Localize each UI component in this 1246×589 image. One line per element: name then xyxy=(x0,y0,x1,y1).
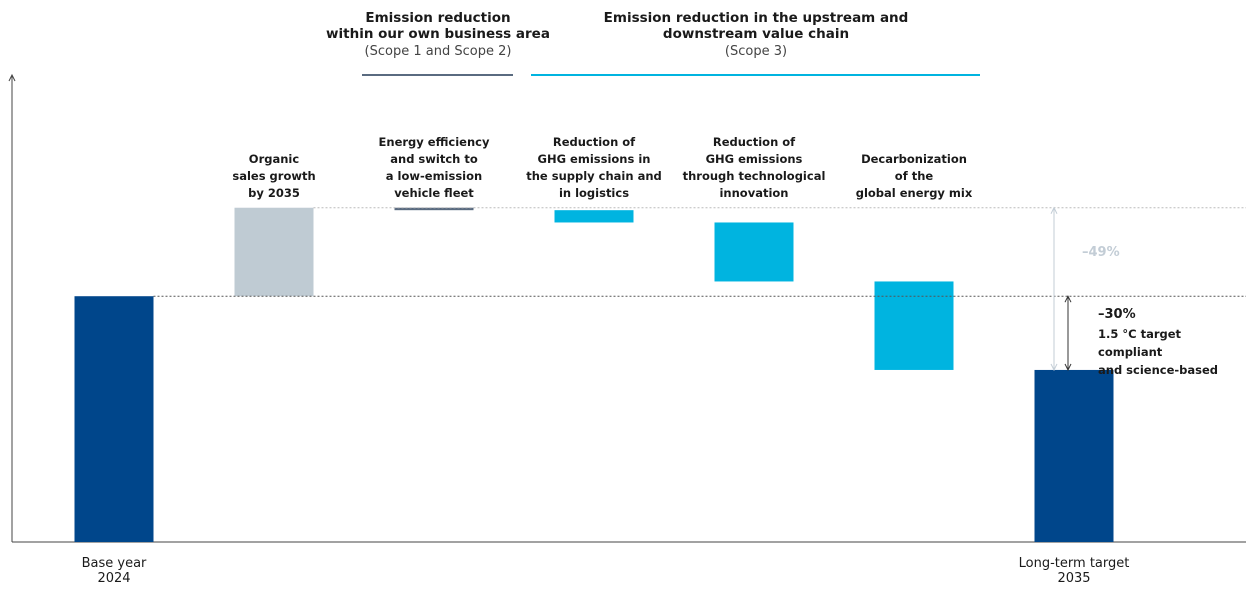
category-label: Organic sales growth by 2035 xyxy=(232,151,316,200)
category-label: Energy efficiency and switch to a low-em… xyxy=(378,134,490,200)
bar xyxy=(394,207,474,211)
bar xyxy=(234,207,314,297)
group-title: Emission reduction in the upstream and d… xyxy=(603,10,909,42)
category-label: Base year 2024 xyxy=(81,556,147,586)
bar xyxy=(874,281,954,370)
bar xyxy=(554,210,634,223)
bar xyxy=(74,296,154,542)
base-change: –30% xyxy=(1098,307,1136,322)
group-title: Emission reduction within our own busine… xyxy=(326,10,550,42)
bar xyxy=(1034,369,1114,542)
base-arrow-head xyxy=(1064,295,1072,372)
peak-change: –49% xyxy=(1082,245,1120,260)
category-label: Long-term target 2035 xyxy=(1018,556,1130,586)
peak-arrow-head xyxy=(1050,206,1058,372)
group-subtitle: (Scope 3) xyxy=(724,44,788,59)
base-note: 1.5 °C target compliant and science-base… xyxy=(1098,327,1219,377)
category-label: Decarbonization of the global energy mix xyxy=(855,151,973,200)
y-axis-arrow xyxy=(8,73,16,82)
group-subtitle: (Scope 1 and Scope 2) xyxy=(364,44,512,59)
bar xyxy=(714,222,794,282)
category-label: Reduction of GHG emissions in the supply… xyxy=(526,134,662,200)
category-label: Reduction of GHG emissions through techn… xyxy=(682,134,826,200)
